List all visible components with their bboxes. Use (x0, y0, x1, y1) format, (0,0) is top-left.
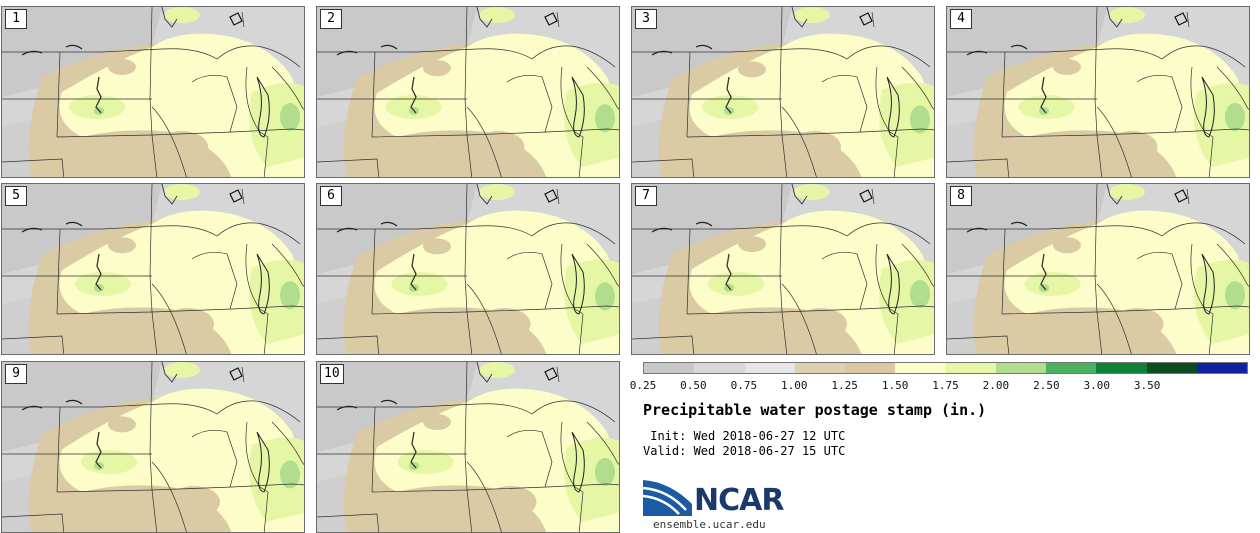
colorbar-segment (1046, 363, 1097, 373)
map-image (317, 7, 619, 177)
colorbar-tick-label: 0.75 (730, 379, 758, 392)
colorbar-tick-label: 1.75 (932, 379, 959, 392)
map-image (632, 7, 934, 177)
colorbar-tick-label: 3.00 (1083, 379, 1111, 392)
ncar-wordmark: NCAR (694, 483, 784, 518)
map-panel-10: 10 (316, 361, 620, 533)
panel-number: 3 (635, 9, 657, 29)
panel-number: 2 (320, 9, 342, 29)
panel-number: 5 (5, 186, 27, 206)
map-panel-4: 4 (946, 6, 1250, 178)
map-image (2, 7, 304, 177)
ncar-url: ensemble.ucar.edu (653, 518, 766, 531)
panel-number: 4 (950, 9, 972, 29)
map-panel-5: 5 (1, 183, 305, 355)
map-image (947, 7, 1249, 177)
colorbar-segment (845, 363, 896, 373)
map-panel-8: 8 (946, 183, 1250, 355)
colorbar-segment (694, 363, 745, 373)
colorbar-tick-label: 0.50 (680, 379, 707, 392)
ncar-logo-icon (642, 480, 692, 516)
panel-number: 1 (5, 9, 27, 29)
colorbar-labels: 0.25 0.50 0.75 1.00 1.25 1.50 1.75 2.00 2.50 3.00… (630, 379, 1248, 395)
map-panel-7: 7 (631, 183, 935, 355)
map-panel-9: 9 (1, 361, 305, 533)
colorbar-tick-label: 1.25 (831, 379, 858, 392)
colorbar-segment (744, 363, 795, 373)
colorbar-segment (1146, 363, 1197, 373)
colorbar-segment (945, 363, 996, 373)
map-image (317, 184, 619, 354)
map-image (947, 184, 1249, 354)
map-image (2, 362, 304, 532)
map-image (632, 184, 934, 354)
panel-number: 7 (635, 186, 657, 206)
colorbar-tick-label: 2.50 (1033, 379, 1060, 392)
map-image (2, 184, 304, 354)
colorbar-tick-label: 1.00 (781, 379, 808, 392)
colorbar-tick-label: 0.25 (629, 379, 657, 392)
colorbar-segment (1196, 363, 1247, 373)
map-panel-1: 1 (1, 6, 305, 178)
colorbar-segment (995, 363, 1046, 373)
colorbar-tick-label: 2.00 (982, 379, 1010, 392)
panel-number: 9 (5, 364, 27, 384)
init-time: Init: Wed 2018-06-27 12 UTC (643, 429, 846, 443)
valid-time: Valid: Wed 2018-06-27 15 UTC (643, 444, 846, 458)
colorbar-tick-label: 1.50 (881, 379, 909, 392)
map-image (317, 362, 619, 532)
panel-number: 6 (320, 186, 342, 206)
panel-number: 8 (950, 186, 972, 206)
panel-number: 10 (320, 364, 344, 384)
colorbar-segment (644, 363, 695, 373)
plot-title: Precipitable water postage stamp (in.) (643, 401, 987, 419)
map-panel-2: 2 (316, 6, 620, 178)
colorbar-tick-label: 3.50 (1133, 379, 1161, 392)
colorbar-segment (895, 363, 946, 373)
colorbar-segment (1096, 363, 1147, 373)
map-panel-6: 6 (316, 183, 620, 355)
map-panel-3: 3 (631, 6, 935, 178)
colorbar-segment (794, 363, 845, 373)
colorbar (643, 362, 1248, 374)
